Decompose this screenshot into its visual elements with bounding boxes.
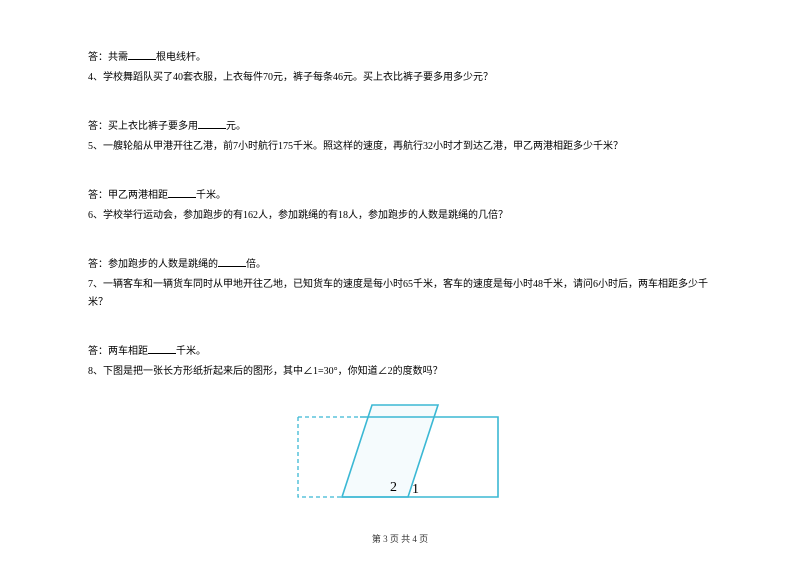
q3-answer-suffix: 根电线杆。 [156, 52, 206, 63]
q5-answer-suffix: 千米。 [196, 190, 226, 201]
q6-answer: 答：参加跑步的人数是跳绳的 倍。 [88, 255, 712, 274]
q7-answer-prefix: 答：两车相距 [88, 346, 148, 357]
q6-answer-prefix: 答：参加跑步的人数是跳绳的 [88, 259, 218, 270]
q7-workspace [88, 314, 712, 342]
q7-answer-suffix: 千米。 [176, 346, 206, 357]
q3-blank [128, 48, 156, 60]
q4-answer-suffix: 元。 [226, 121, 246, 132]
q8-diagram: 1 2 [290, 389, 510, 509]
q4-prompt: 4、学校舞蹈队买了40套衣服，上衣每件70元，裤子每条46元。买上衣比裤子要多用… [88, 69, 712, 87]
page-footer: 第 3 页 共 4 页 [0, 531, 800, 547]
q7-blank [148, 342, 176, 354]
q7-answer: 答：两车相距 千米。 [88, 342, 712, 361]
q6-prompt: 6、学校举行运动会，参加跑步的有162人，参加跳绳的有18人，参加跑步的人数是跳… [88, 207, 712, 225]
q8-prompt: 8、下图是把一张长方形纸折起来后的图形，其中∠1=30°，你知道∠2的度数吗？ [88, 363, 712, 381]
q4-blank [198, 117, 226, 129]
q8-diagram-wrap: 1 2 [88, 389, 712, 509]
q5-answer: 答：甲乙两港相距 千米。 [88, 186, 712, 205]
q5-answer-prefix: 答：甲乙两港相距 [88, 190, 168, 201]
q4-answer: 答：买上衣比裤子要多用 元。 [88, 117, 712, 136]
q3-answer-prefix: 答：共需 [88, 52, 128, 63]
q5-workspace [88, 158, 712, 186]
q4-answer-prefix: 答：买上衣比裤子要多用 [88, 121, 198, 132]
q6-blank [218, 255, 246, 267]
angle-1-label: 1 [412, 482, 419, 497]
q4-workspace [88, 89, 712, 117]
q5-blank [168, 186, 196, 198]
fold-diagram-svg: 1 2 [290, 389, 510, 509]
q6-workspace [88, 227, 712, 255]
angle-2-label: 2 [390, 480, 397, 495]
q5-prompt: 5、一艘轮船从甲港开往乙港，前7小时航行175千米。照这样的速度，再航行32小时… [88, 138, 712, 156]
q7-prompt: 7、一辆客车和一辆货车同时从甲地开往乙地，已知货车的速度是每小时65千米，客车的… [88, 276, 712, 312]
q3-answer: 答：共需 根电线杆。 [88, 48, 712, 67]
q6-answer-suffix: 倍。 [246, 259, 266, 270]
